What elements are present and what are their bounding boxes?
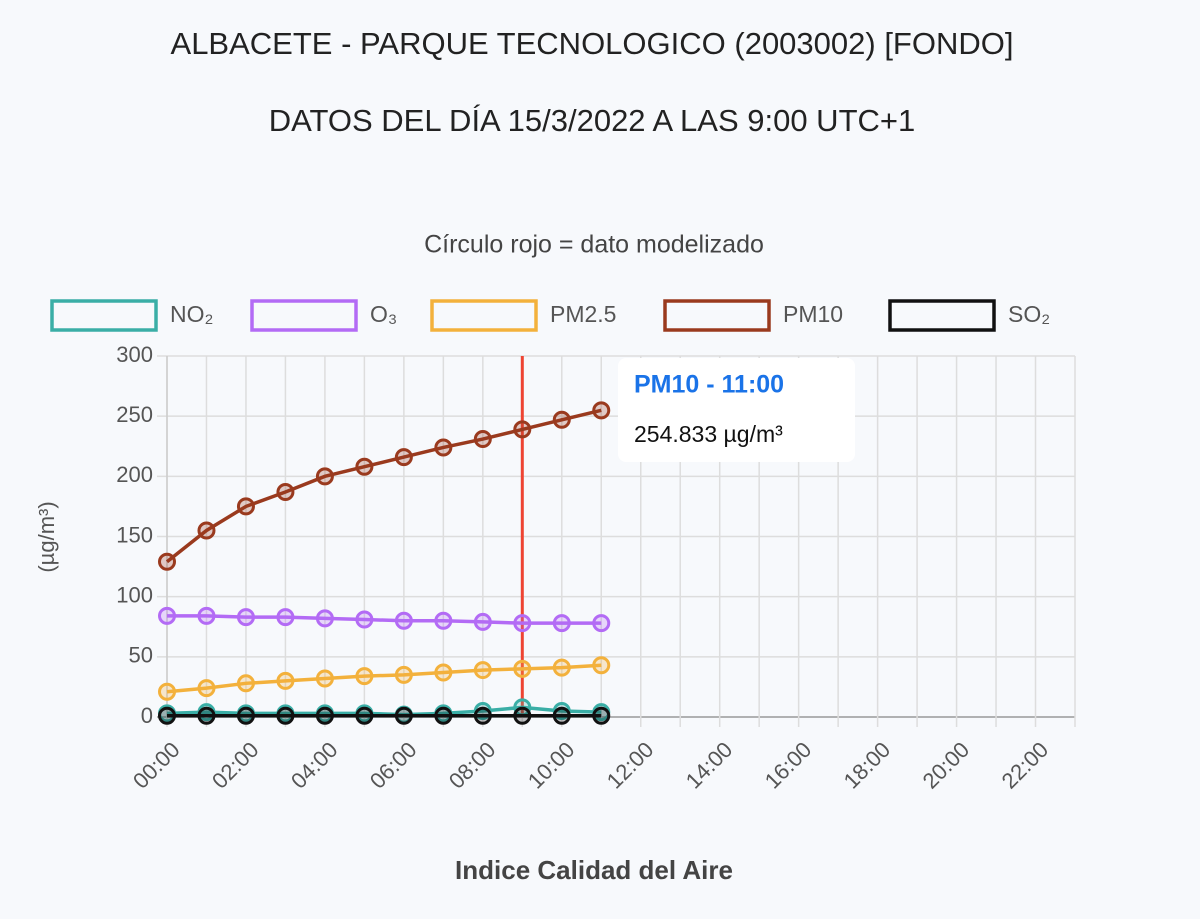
data-point	[434, 611, 453, 630]
data-point	[197, 521, 216, 540]
legend-label: SO₂	[1008, 301, 1050, 327]
legend-swatch	[663, 299, 771, 332]
data-point	[236, 608, 255, 627]
y-tick-label: 50	[129, 643, 153, 668]
series-line	[167, 614, 602, 625]
data-point	[592, 614, 611, 633]
data-point	[315, 706, 334, 725]
x-tick-label: 16:00	[760, 737, 817, 794]
data-point	[394, 706, 413, 725]
data-point	[276, 706, 295, 725]
x-tick-label: 10:00	[523, 737, 580, 794]
data-point	[394, 611, 413, 630]
data-point	[236, 674, 255, 693]
data-point	[315, 669, 334, 688]
series-line	[166, 705, 602, 717]
x-tick-label: 12:00	[602, 737, 659, 794]
legend-label: NO₂	[170, 301, 213, 327]
series-line	[165, 408, 602, 564]
x-tick-label: 20:00	[918, 737, 975, 794]
data-point	[355, 667, 374, 686]
data-point	[552, 410, 571, 429]
x-tick-label: 00:00	[128, 737, 185, 794]
x-axis-label: Indice Calidad del Aire	[455, 855, 733, 885]
data-point	[276, 608, 295, 627]
data-point	[315, 609, 334, 628]
data-point	[236, 497, 255, 516]
data-point	[158, 682, 176, 701]
legend-swatch	[430, 299, 538, 332]
data-point	[434, 438, 453, 457]
x-tick-label: 08:00	[444, 737, 501, 794]
y-tick-label: 300	[116, 342, 153, 367]
data-point	[513, 420, 532, 439]
legend-swatch	[250, 299, 358, 332]
y-tick-label: 0	[141, 703, 153, 728]
tooltip-body: 254.833 µg/m³	[634, 421, 783, 447]
x-tick-label: 22:00	[997, 737, 1054, 794]
data-point	[513, 706, 532, 725]
x-tick-label: 18:00	[839, 737, 896, 794]
data-point	[592, 706, 611, 725]
data-point	[552, 658, 571, 677]
x-tick-label: 06:00	[365, 737, 422, 794]
y-tick-label: 100	[116, 582, 153, 607]
chart-title: ALBACETE - PARQUE TECNOLOGICO (2003002) …	[171, 26, 1014, 61]
data-point	[473, 612, 492, 631]
legend-label: PM10	[783, 301, 843, 327]
data-point	[473, 661, 492, 680]
data-point	[513, 659, 532, 678]
legend-swatch	[888, 299, 996, 332]
data-point	[473, 706, 492, 725]
data-point	[394, 665, 413, 684]
data-point	[552, 706, 571, 725]
data-point	[197, 606, 216, 625]
data-point	[592, 401, 611, 420]
data-point	[276, 482, 295, 501]
data-point	[158, 606, 176, 625]
y-tick-label: 150	[116, 522, 153, 547]
data-point	[315, 467, 334, 486]
y-tick-label: 200	[116, 462, 153, 487]
data-point	[355, 610, 374, 629]
data-point	[355, 457, 374, 476]
data-point	[592, 656, 611, 675]
y-tick-label: 250	[116, 402, 153, 427]
legend-label: PM2.5	[550, 301, 616, 327]
data-point	[473, 430, 492, 449]
data-point	[276, 671, 295, 690]
tooltip-title: PM10 - 11:00	[634, 371, 784, 399]
series-line	[166, 663, 602, 694]
data-point	[513, 614, 532, 633]
legend-swatch	[50, 299, 158, 332]
tooltip-box	[618, 358, 855, 462]
data-point	[197, 679, 216, 698]
data-point	[236, 706, 255, 725]
x-tick-label: 14:00	[681, 737, 738, 794]
x-tick-label: 04:00	[286, 737, 343, 794]
data-point	[434, 663, 453, 682]
annotation: Círculo rojo = dato modelizado	[424, 231, 764, 259]
data-point	[552, 614, 571, 633]
data-point	[394, 448, 413, 467]
x-tick-label: 02:00	[207, 737, 264, 794]
data-point	[355, 706, 374, 725]
y-axis-label: (µg/m³)	[34, 501, 59, 572]
chart-subtitle: DATOS DEL DÍA 15/3/2022 A LAS 9:00 UTC+1	[269, 103, 916, 138]
data-point	[434, 706, 453, 725]
data-point	[197, 706, 216, 725]
data-point	[158, 706, 176, 725]
legend-label: O₃	[370, 301, 397, 327]
data-point	[158, 552, 176, 571]
